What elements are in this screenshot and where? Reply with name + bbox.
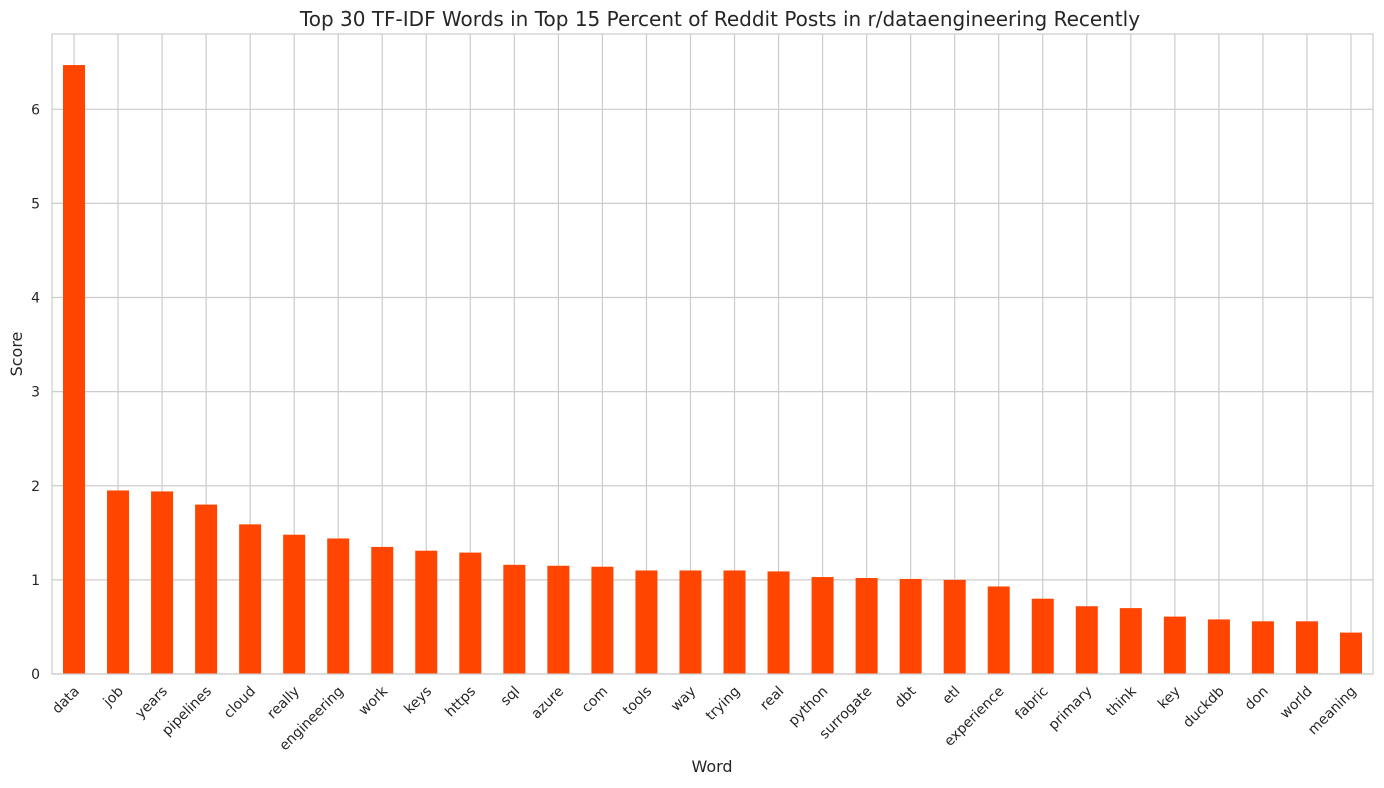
bar-data: [63, 65, 86, 674]
x-tick-label: dbt: [892, 683, 920, 711]
x-tick-label: sql: [498, 684, 524, 710]
bar-experience: [987, 586, 1010, 674]
x-tick-label: key: [1155, 684, 1184, 713]
bar-azure: [547, 565, 570, 674]
x-tick-label: fabric: [1012, 684, 1051, 723]
x-tick-label: duckdb: [1180, 683, 1228, 731]
x-tick-label: tools: [620, 684, 655, 719]
x-tick-label: etl: [939, 684, 963, 708]
y-tick-label: 0: [31, 667, 40, 683]
bar-duckdb: [1207, 619, 1230, 674]
x-tick-label: think: [1103, 683, 1140, 720]
bar-way: [679, 570, 702, 674]
bar-sql: [503, 564, 526, 674]
bar-etl: [943, 579, 966, 674]
bar-real: [767, 571, 790, 674]
bar-engineering: [327, 538, 350, 674]
x-tick-label: trying: [703, 684, 743, 724]
y-tick-label: 2: [31, 479, 40, 495]
bar-world: [1295, 621, 1318, 674]
bar-tools: [635, 570, 658, 674]
bar-https: [459, 552, 482, 674]
x-tick-label: keys: [401, 684, 435, 718]
y-tick-label: 4: [31, 291, 40, 307]
bar-really: [283, 534, 306, 674]
bar-python: [811, 577, 834, 674]
plot-frame: [51, 33, 1374, 675]
x-axis-label: Word: [691, 757, 732, 776]
bar-cloud: [239, 524, 262, 674]
x-tick-label: world: [1277, 684, 1316, 723]
x-tick-label: meaning: [1305, 684, 1360, 739]
x-tick-label: com: [579, 684, 611, 716]
x-tick-label: azure: [528, 684, 567, 723]
y-tick-label: 6: [31, 102, 40, 118]
x-tick-label: don: [1242, 684, 1272, 714]
bar-com: [591, 566, 614, 674]
x-tick-label: job: [100, 683, 127, 710]
bar-think: [1119, 608, 1142, 674]
bar-job: [107, 490, 130, 674]
y-tick-label: 1: [31, 573, 40, 589]
bar-trying: [723, 570, 746, 674]
bar-fabric: [1031, 598, 1054, 674]
x-tick-label: cloud: [221, 684, 259, 722]
bars: [63, 65, 1362, 674]
x-tick-label: way: [668, 684, 699, 715]
bar-work: [371, 546, 394, 674]
bar-key: [1163, 616, 1186, 674]
x-tick-label: primary: [1046, 684, 1096, 734]
bar-meaning: [1339, 632, 1362, 674]
bar-surrogate: [855, 578, 878, 674]
x-tick-label: real: [757, 684, 787, 714]
y-tick-label: 5: [31, 196, 40, 212]
x-tick-label: really: [264, 684, 303, 723]
bar-years: [151, 491, 174, 674]
x-tick-label: data: [49, 684, 83, 718]
x-tick-label: https: [442, 684, 479, 721]
chart-title: Top 30 TF-IDF Words in Top 15 Percent of…: [299, 7, 1140, 31]
x-tick-label: work: [356, 683, 392, 719]
bar-dbt: [899, 578, 922, 674]
bar-don: [1251, 621, 1274, 674]
x-tick-label: years: [132, 684, 171, 723]
y-tick-label: 3: [31, 385, 40, 401]
y-axis-label: Score: [7, 332, 26, 377]
bar-pipelines: [195, 504, 218, 674]
bar-keys: [415, 550, 438, 674]
bar-primary: [1075, 606, 1098, 674]
